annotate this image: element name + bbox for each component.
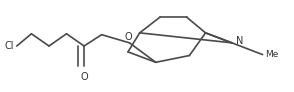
Text: Cl: Cl bbox=[4, 41, 14, 51]
Text: N: N bbox=[236, 36, 244, 46]
Text: Me: Me bbox=[265, 50, 279, 59]
Text: O: O bbox=[124, 32, 132, 42]
Text: O: O bbox=[80, 72, 88, 82]
